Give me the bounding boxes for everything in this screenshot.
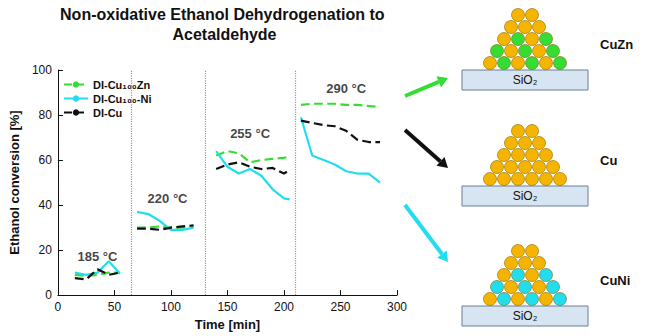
svg-text:Acetaldehyde: Acetaldehyde (172, 26, 276, 43)
svg-text:DI-Cu₁₀₀-Ni: DI-Cu₁₀₀-Ni (93, 93, 151, 105)
svg-text:SiO₂: SiO₂ (513, 73, 538, 87)
svg-text:CuZn: CuZn (600, 37, 633, 52)
svg-text:Cu: Cu (600, 153, 617, 168)
svg-text:50: 50 (108, 300, 122, 314)
svg-text:200: 200 (274, 300, 294, 314)
svg-text:20: 20 (39, 243, 53, 257)
svg-text:SiO₂: SiO₂ (513, 189, 538, 203)
svg-text:250: 250 (330, 300, 350, 314)
svg-text:0: 0 (45, 288, 52, 302)
svg-text:300: 300 (387, 300, 407, 314)
svg-text:60: 60 (39, 153, 53, 167)
svg-text:CuNi: CuNi (600, 273, 630, 288)
svg-text:0: 0 (55, 300, 62, 314)
svg-text:100: 100 (32, 63, 52, 77)
svg-text:DI-Cu₁₀₀Zn: DI-Cu₁₀₀Zn (93, 79, 151, 91)
svg-text:255 °C: 255 °C (230, 126, 271, 141)
svg-text:150: 150 (217, 300, 237, 314)
svg-text:185 °C: 185 °C (78, 249, 119, 264)
svg-text:DI-Cu: DI-Cu (93, 107, 122, 119)
svg-text:40: 40 (39, 198, 53, 212)
svg-text:100: 100 (161, 300, 181, 314)
svg-text:290 °C: 290 °C (326, 81, 367, 96)
svg-text:220 °C: 220 °C (148, 191, 189, 206)
svg-text:Time [min]: Time [min] (195, 317, 261, 332)
svg-text:80: 80 (39, 108, 53, 122)
svg-text:Ethanol conversion [%]: Ethanol conversion [%] (7, 110, 22, 254)
svg-text:SiO₂: SiO₂ (513, 309, 538, 323)
svg-text:Non-oxidative Ethanol Dehydrog: Non-oxidative Ethanol Dehydrogenation to (60, 6, 389, 23)
